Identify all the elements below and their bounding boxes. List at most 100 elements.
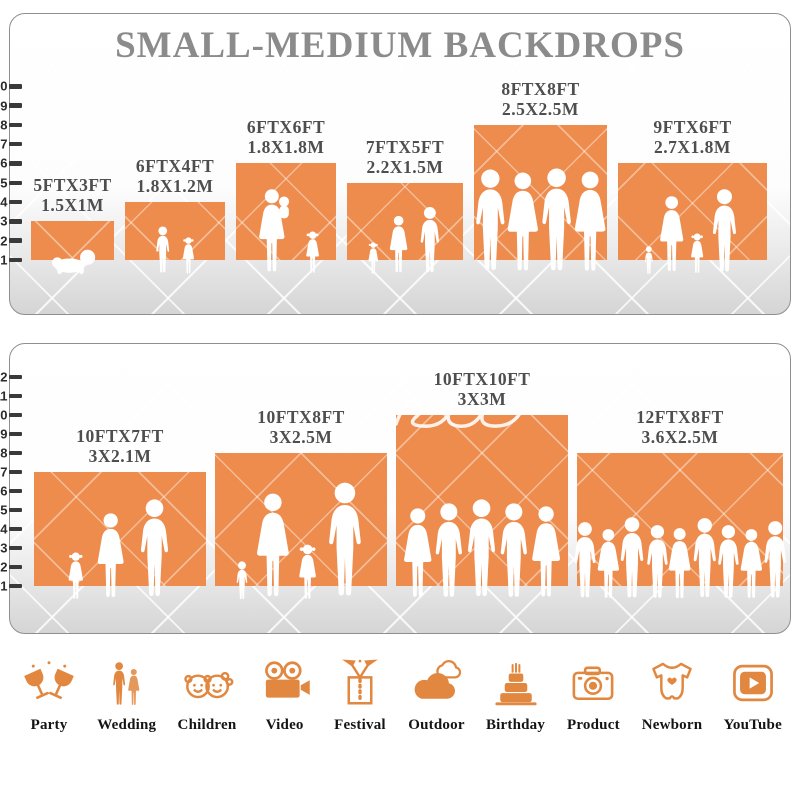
size-meters: 1.5X1M [41,195,104,216]
axis-tick: 1 [0,253,22,266]
axis-tick-label: 7 [0,464,8,480]
category-label: Outdoor [408,717,465,733]
woman-silhouette [532,506,560,597]
axis-tick-label: 3 [0,213,8,229]
boy-silhouette [156,226,170,273]
video-icon [258,656,312,710]
man-silhouette [712,188,736,272]
size-meters: 2.7X1.8M [654,137,731,158]
axis-tick: 6 [0,484,22,497]
chart-panel-small-medium: SMALL-MEDIUM BACKDROPS 1 2 3 4 5 6 7 8 9 10 5FTX3F… [0,13,791,315]
children-icon [180,656,234,710]
backdrop-bar-10ftx7ft [34,472,206,599]
category-label: Festival [334,717,386,733]
people-silhouettes [23,249,122,275]
woman-silhouette [256,493,289,597]
backdrop-size-label: 5FTX3FT 1.5X1M [33,175,111,216]
backdrop-bar-10ftx10ft [396,415,568,597]
size-feet: 5FTX3FT [33,175,112,195]
people-silhouettes [26,498,214,601]
woman-silhouette [574,171,606,271]
size-meters: 1.8X1.2M [136,176,214,197]
category-label: Party [30,717,68,733]
size-meters: 3X2.5M [269,427,333,448]
axis-tick: 8 [0,118,22,131]
backdrop-size-label: 7FTX5FT 2.2X1.5M [366,137,444,178]
category-label: Video [265,717,304,733]
category-label: YouTube [723,717,782,733]
category-birthday: Birthday [486,656,545,734]
size-feet: 8FTX8FT [501,79,580,99]
festival-icon [333,656,387,710]
product-icon [566,656,620,710]
category-label: Newborn [641,717,703,733]
axis-tick-label: 1 [0,252,8,268]
people-silhouettes [117,226,233,275]
man-silhouette [764,521,786,598]
woman-silhouette [660,196,684,272]
woman-silhouette [389,215,408,273]
toddler-silhouette [645,246,654,274]
backdrop-bar-6ftx6ft [236,163,336,274]
axis-tick: 2 [0,560,22,573]
axis-tick-label: 11 [0,388,8,404]
axis-tick: 9 [0,99,22,112]
axis-tick-label: 8 [0,445,8,461]
size-feet: 12FTX8FT [636,407,724,427]
backdrop-size-label: 6FTX4FT 1.8X1.2M [136,156,214,197]
axis-tick: 5 [0,503,22,516]
category-label: Wedding [97,717,157,733]
backdrop-bar-7ftx5ft [347,183,463,274]
size-feet: 6FTX4FT [135,156,215,176]
size-feet: 6FTX6FT [246,117,326,137]
category-label: Children [177,717,237,733]
chart-panel-medium-large: 12345678910111210FTX7FT3X2.1M10FTX8FT3X2… [0,343,791,634]
people-silhouettes [569,516,791,601]
size-feet: 7FTX5FT [365,137,445,157]
axis-tick-label: 2 [0,559,8,575]
man-silhouette [420,206,440,272]
category-product: Product [566,656,620,734]
axis-tick-label: 7 [0,136,8,152]
woman-silhouette [97,513,124,598]
size-meters: 1.8X1.8M [247,137,325,158]
people-silhouettes [339,206,471,275]
axis-tick-label: 10 [0,78,8,94]
birthday-icon [489,656,543,710]
people-silhouettes [610,188,775,275]
man-silhouette [328,482,361,596]
axis-tick-label: 4 [0,521,8,537]
category-newborn: Newborn [642,656,703,734]
size-meters: 3X2.1M [88,446,152,467]
axis-tick: 1 [0,579,22,592]
axis-tick-label: 12 [0,369,8,385]
backdrop-size-label: 8FTX8FT 2.5X2.5M [501,79,579,120]
category-children: Children [178,656,237,734]
toddler-silhouette [236,561,247,600]
category-party: Party [22,656,76,734]
axis-tick: 8 [0,446,22,459]
category-video: Video [258,656,312,734]
axis-tick-label: 1 [0,578,8,594]
size-meters: 2.2X1.5M [366,157,444,178]
page-title: SMALL-MEDIUM BACKDROPS [115,25,685,66]
axis-tick-label: 4 [0,194,8,210]
girl-silhouette [368,242,379,274]
backdrop-size-label: 9FTX6FT 2.7X1.8M [653,117,731,158]
girl-silhouette [691,233,704,274]
size-meters: 3.6X2.5M [641,427,719,448]
backdrop-bar-5ftx3ft [31,221,114,275]
axis-tick: 7 [0,465,22,478]
size-feet: 10FTX8FT [257,407,345,427]
size-feet: 10FTX10FT [433,369,531,389]
backdrop-size-label: 10FTX7FT 3X2.1M [76,426,164,467]
size-feet: 9FTX6FT [653,117,732,137]
party-icon [22,656,76,710]
wedding-icon [100,656,154,710]
axis-tick: 4 [0,196,22,209]
womanbaby-silhouette [259,189,290,272]
size-meters: 3X3M [457,389,507,410]
people-silhouettes [388,498,576,601]
size-meters: 2.5X2.5M [502,99,579,120]
youtube-icon [726,656,780,710]
